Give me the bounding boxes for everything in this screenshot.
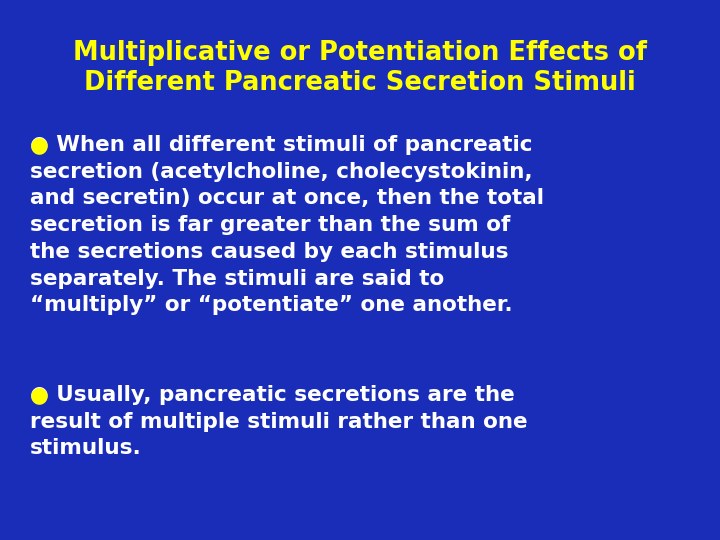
Text: ● Usually, pancreatic secretions are the
result of multiple stimuli rather than : ● Usually, pancreatic secretions are the… bbox=[30, 385, 528, 458]
Text: ●: ● bbox=[30, 385, 49, 405]
Text: ● When all different stimuli of pancreatic
secretion (acetylcholine, cholecystok: ● When all different stimuli of pancreat… bbox=[30, 135, 544, 315]
Text: ●: ● bbox=[30, 135, 49, 155]
Text: Multiplicative or Potentiation Effects of
Different Pancreatic Secretion Stimuli: Multiplicative or Potentiation Effects o… bbox=[73, 40, 647, 96]
